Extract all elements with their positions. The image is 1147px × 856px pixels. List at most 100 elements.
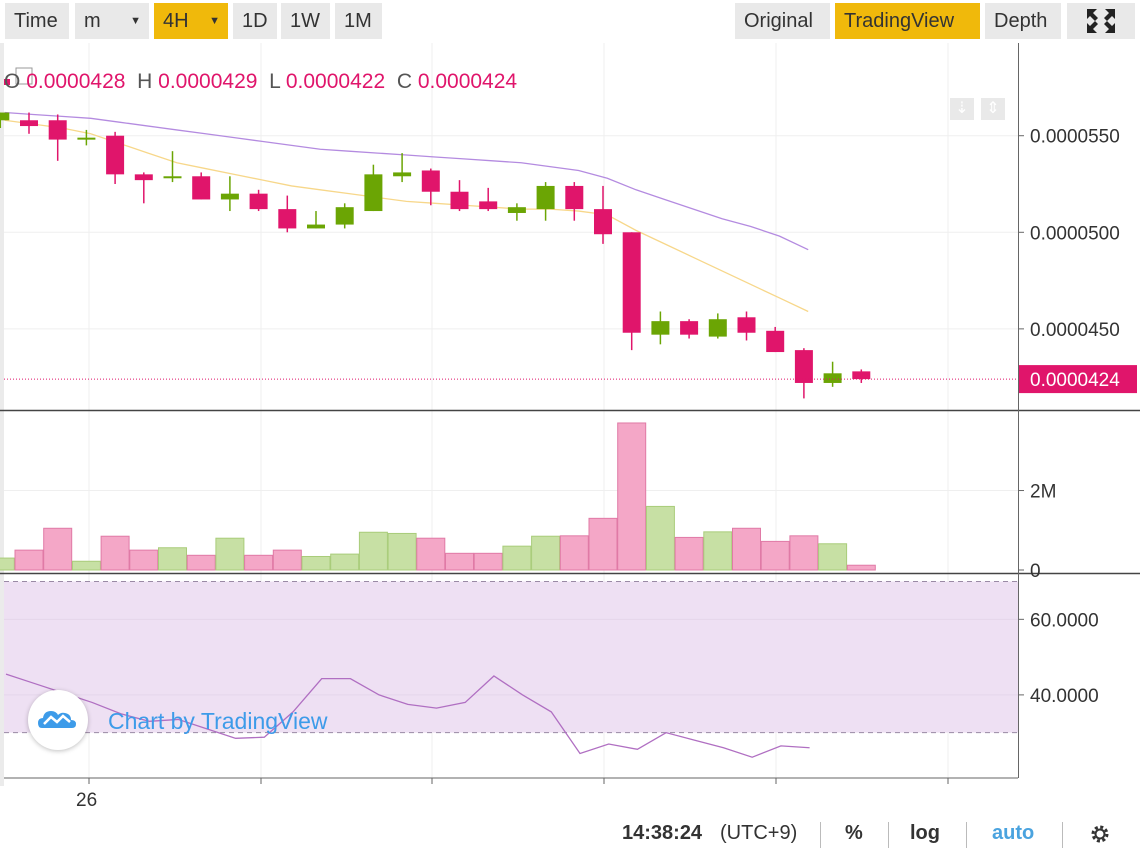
ma-fast-line (4, 119, 809, 313)
scroll-down-button[interactable]: ⇣ (950, 98, 974, 120)
candle-body (249, 193, 268, 210)
price-tick-label: 0.0000450 (1030, 320, 1120, 341)
interval-1m-button[interactable]: 1M (335, 3, 382, 39)
auto-scale-toggle[interactable]: auto (992, 822, 1035, 844)
candle-body (307, 224, 325, 229)
caret-down-icon: ▼ (209, 15, 220, 27)
candle-body (134, 174, 153, 181)
volume-bar (818, 543, 848, 571)
fullscreen-icon (1087, 9, 1115, 33)
left-edge (0, 43, 4, 786)
legend-c-value: 0.0000424 (417, 70, 518, 93)
candle-body (651, 321, 670, 335)
minute-interval-select[interactable]: m ▼ (75, 3, 149, 39)
tradingview-button[interactable]: TradingView (835, 3, 980, 39)
legend-o-key: O (4, 70, 21, 93)
divider (966, 822, 967, 848)
candle-body (421, 170, 440, 192)
rsi-line (5, 673, 810, 758)
minute-select-value: m (84, 10, 101, 32)
original-view-button[interactable]: Original (735, 3, 830, 39)
legend-h-value: 0.0000429 (158, 70, 258, 93)
divider (888, 822, 889, 848)
volume-bar (445, 552, 474, 571)
x-tick-label: 26 (76, 790, 97, 811)
volume-bar (215, 537, 245, 571)
candle-body (450, 191, 469, 210)
toolbar: Time m ▼ 4H ▼ 1D 1W 1M Original TradingV… (0, 0, 1147, 42)
clock-time: 14:38:24 (622, 822, 703, 844)
volume-bar (158, 547, 187, 571)
candle-body (680, 321, 699, 335)
volume-bar (760, 540, 790, 571)
volume-bar (531, 535, 561, 571)
legend-l-value: 0.0000422 (285, 70, 386, 93)
volume-bar (473, 552, 503, 571)
chart-area[interactable]: 0.0000424 0.0000550 0.0000500 0.0000450 2M 0 6… (0, 42, 1147, 814)
ohlc-legend: O 0.0000428 H 0.0000429 L 0.0000422 C 0.… (4, 70, 517, 94)
volume-bar (789, 535, 819, 571)
candle-body (823, 373, 842, 383)
volume-tick-label: 2M (1030, 482, 1056, 503)
volume-bar (559, 535, 589, 571)
timezone-label[interactable]: (UTC+9) (720, 822, 798, 844)
divider (820, 822, 821, 848)
volume-bar (186, 554, 216, 571)
candle-body (766, 330, 785, 353)
legend-l-key: L (269, 70, 281, 93)
tradingview-cloud-icon (28, 690, 88, 750)
log-scale-toggle[interactable]: log (910, 822, 940, 844)
candle-body (708, 319, 727, 337)
settings-button[interactable] (1088, 822, 1112, 852)
price-tick-label: 0.0000550 (1030, 127, 1120, 148)
last-price-badge (1019, 365, 1137, 394)
legend-h-key: H (137, 70, 153, 93)
caret-down-icon: ▼ (130, 15, 141, 27)
time-label[interactable]: Time (5, 3, 69, 39)
volume-bar (71, 560, 101, 571)
candle-body (852, 371, 871, 380)
legend-collapse-icon (15, 67, 33, 85)
watermark-text: Chart by TradingView (108, 708, 328, 734)
interval-1d-button[interactable]: 1D (233, 3, 277, 39)
volume-bar (129, 549, 159, 571)
legend-o-value: 0.0000428 (26, 70, 126, 93)
volume-bar (358, 531, 388, 571)
depth-view-button[interactable]: Depth (985, 3, 1061, 39)
candle-body (192, 176, 211, 200)
volume-bar (387, 532, 417, 571)
last-price-label: 0.0000424 (1030, 370, 1120, 391)
volume-bar (416, 537, 446, 571)
candle-body (393, 172, 412, 177)
volume-bar (732, 527, 761, 571)
candle-body (565, 185, 584, 210)
candle-body (594, 209, 612, 235)
volume-bar (14, 549, 44, 571)
percent-scale-toggle[interactable]: % (845, 822, 863, 844)
volume-tick-label: 0 (1030, 561, 1041, 582)
volume-bar (301, 555, 331, 571)
rsi-tick-label: 40.0000 (1030, 686, 1099, 707)
volume-bar (330, 553, 360, 571)
price-tick-label: 0.0000500 (1030, 223, 1120, 244)
hour-select-value: 4H (163, 10, 189, 32)
scroll-fit-button[interactable]: ⇕ (981, 98, 1005, 120)
hour-interval-select[interactable]: 4H ▼ (154, 3, 228, 39)
volume-bar (244, 554, 274, 571)
legend-c-key: C (396, 70, 412, 93)
candle-body (77, 137, 96, 140)
interval-1w-button[interactable]: 1W (281, 3, 330, 39)
fullscreen-button[interactable] (1067, 3, 1135, 39)
gear-icon (1091, 825, 1109, 843)
volume-bar (272, 549, 302, 571)
candle-body (0, 112, 10, 121)
rsi-tick-label: 60.0000 (1030, 610, 1099, 631)
volume-bar (846, 564, 876, 571)
tradingview-watermark[interactable]: Chart by TradingView (28, 690, 368, 752)
candle-body (278, 209, 297, 229)
volume-bar (502, 545, 532, 571)
ma-slow-line (4, 111, 809, 251)
volume-bar (645, 505, 675, 571)
footer-bar: 14:38:24 (UTC+9) % log auto (0, 814, 1147, 856)
candle-body (335, 207, 354, 225)
